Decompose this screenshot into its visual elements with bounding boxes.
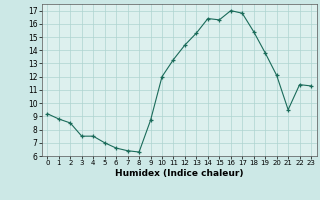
X-axis label: Humidex (Indice chaleur): Humidex (Indice chaleur) (115, 169, 244, 178)
